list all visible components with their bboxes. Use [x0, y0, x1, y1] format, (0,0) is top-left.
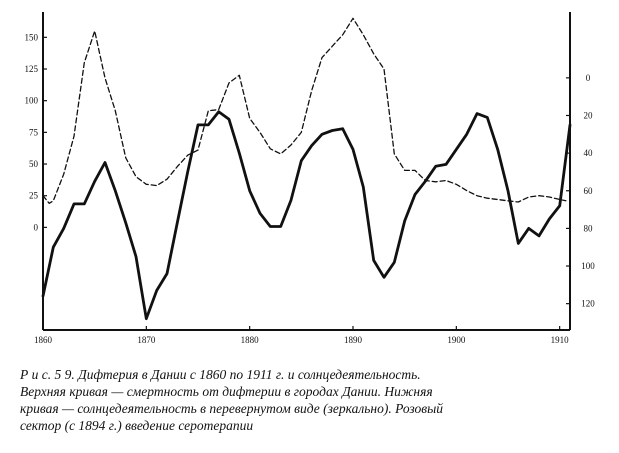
caption-line-4: сектор (с 1894 г.) введение серотерапии [20, 418, 254, 433]
solar-activity-line [41, 110, 572, 321]
caption-line-2: Верхняя кривая — смертность от дифтерии … [20, 384, 433, 399]
right-axis-ticks: 0 20 40 60 80 100 120 [566, 73, 595, 309]
left-tick-label: 0 [34, 222, 39, 232]
right-tick-label: 100 [581, 261, 595, 271]
right-tick-label: 120 [581, 299, 595, 309]
caption-line-1: Р и с. 5 9. Дифтерия в Дании с 1860 по 1… [20, 367, 421, 382]
x-tick-label: 1880 [241, 335, 260, 345]
right-tick-label: 0 [586, 73, 591, 83]
mortality-line [42, 17, 567, 204]
left-axis-ticks: 0 25 50 75 100 125 150 [25, 32, 47, 232]
left-tick-label: 25 [29, 191, 39, 201]
x-tick-label: 1900 [447, 335, 466, 345]
left-tick-label: 50 [29, 159, 39, 169]
x-tick-label: 1860 [34, 335, 53, 345]
series-layer [41, 17, 572, 321]
plot-frame [42, 12, 571, 331]
x-tick-label: 1910 [551, 335, 570, 345]
x-tick-label: 1890 [344, 335, 363, 345]
left-tick-label: 125 [25, 64, 39, 74]
x-axis-ticks: 1860 1870 1880 1890 1900 1910 [34, 326, 569, 345]
right-tick-label: 20 [584, 110, 594, 120]
right-tick-label: 40 [584, 148, 594, 158]
right-tick-label: 80 [584, 223, 594, 233]
left-tick-label: 75 [29, 127, 39, 137]
x-tick-label: 1870 [137, 335, 156, 345]
figure-caption: Р и с. 5 9. Дифтерия в Дании с 1860 по 1… [20, 366, 610, 434]
chart: 1860 1870 1880 1890 1900 1910 0 25 50 75 100 125 15… [25, 12, 595, 345]
right-tick-label: 60 [584, 186, 594, 196]
left-tick-label: 100 [25, 96, 39, 106]
left-tick-label: 150 [25, 32, 39, 42]
caption-line-3: кривая — солнцедеятельность в перевернут… [20, 401, 443, 416]
